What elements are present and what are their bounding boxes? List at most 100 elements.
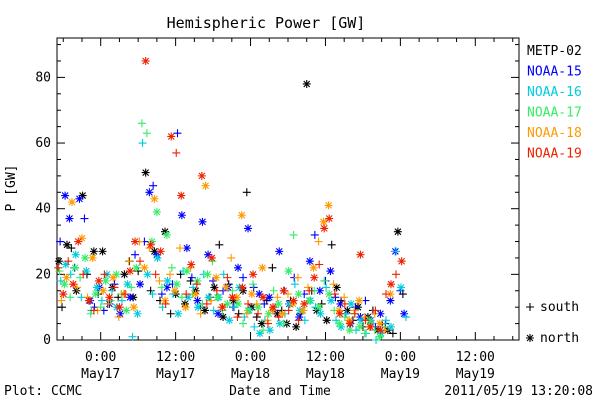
data-point-south [117,296,126,305]
data-point-north [69,280,78,289]
data-point-south [392,270,401,279]
data-point-south [209,306,218,315]
data-point-south [148,290,157,299]
data-point-south [134,267,143,276]
data-point-north [126,267,135,276]
data-point-south [182,290,191,299]
data-point-south [315,260,324,269]
data-point-north [212,273,221,282]
data-point-north [320,224,329,233]
data-point-south [234,309,243,318]
data-point-south [244,299,253,308]
data-point-south [239,319,248,328]
data-point-south [252,299,261,308]
data-point-south [56,276,65,285]
data-point-north [265,293,274,302]
data-point-south [294,316,303,325]
data-point-north [273,309,282,318]
data-point-north [355,322,364,331]
data-point-north [305,296,314,305]
data-point-north [400,309,409,318]
data-point-north [292,322,301,331]
data-point-north [194,303,203,312]
data-point-north [376,309,385,318]
data-point-north [77,234,86,243]
data-point-south [104,299,113,308]
data-point-south [320,276,329,285]
data-point-south [293,273,302,282]
data-point-north [140,263,149,272]
data-point-south [54,263,63,272]
legend-marker-label: south [540,300,579,315]
data-point-north [337,322,346,331]
data-point-north [78,191,87,200]
legend-star-symbol [526,334,534,342]
data-point-south [252,313,261,322]
data-point-north [99,286,108,295]
data-point-north [269,303,278,312]
data-point-south [149,181,158,190]
data-point-north [146,240,155,249]
data-point-north [116,309,125,318]
data-point-north [265,326,274,335]
data-point-north [67,198,76,207]
data-point-north [182,244,191,253]
data-point-north [254,303,263,312]
data-point-south [100,270,109,279]
data-point-north [247,290,256,299]
data-point-north [152,250,161,259]
data-point-north [123,280,132,289]
data-point-north [255,290,264,299]
y-axis-label: P [GW] [4,165,19,212]
data-point-south [192,280,201,289]
data-point-south [260,299,269,308]
data-point-north [386,296,395,305]
data-point-north [268,306,277,315]
data-point-north [264,309,273,318]
chart-title: Hemispheric Power [GW] [167,14,366,32]
data-point-north [145,188,154,197]
data-point-north [387,280,396,289]
x-tick-label-time: 0:00 [385,350,416,365]
data-point-south [169,290,178,299]
data-point-north [319,217,328,226]
data-point-north [115,303,124,312]
data-point-north [201,181,210,190]
data-point-north [143,270,152,279]
data-point-north [162,283,171,292]
data-point-south [350,306,359,315]
data-point-south [212,286,221,295]
data-point-south [392,247,401,256]
data-point-south [289,230,298,239]
data-point-north [387,322,396,331]
data-point-south [79,270,88,279]
data-point-south [155,276,164,285]
data-point-south [340,313,349,322]
data-point-south [239,273,248,282]
data-point-south [177,293,186,302]
data-point-north [309,263,318,272]
data-point-north [259,293,268,302]
data-point-south [136,257,145,266]
axes-layer: 0 20 40 60 80 0:00 May17 12:00 May17 0:00 May18 12:… [35,38,519,382]
data-point-south [189,283,198,292]
data-point-north [131,237,140,246]
data-point-south [310,230,319,239]
data-point-north [375,319,384,328]
data-point-north [244,306,253,315]
data-point-north [147,237,156,246]
data-point-south [350,309,359,318]
data-point-south [175,244,184,253]
data-point-north [61,260,70,269]
data-point-south [161,299,170,308]
data-point-south [371,306,380,315]
data-point-south [242,188,251,197]
data-point-south [370,309,379,318]
points-layer [54,56,534,344]
data-point-north [393,227,402,236]
data-point-north [71,263,80,272]
data-point-north [126,293,135,302]
data-point-south [263,316,272,325]
data-point-south [382,316,391,325]
data-point-north [204,250,213,259]
